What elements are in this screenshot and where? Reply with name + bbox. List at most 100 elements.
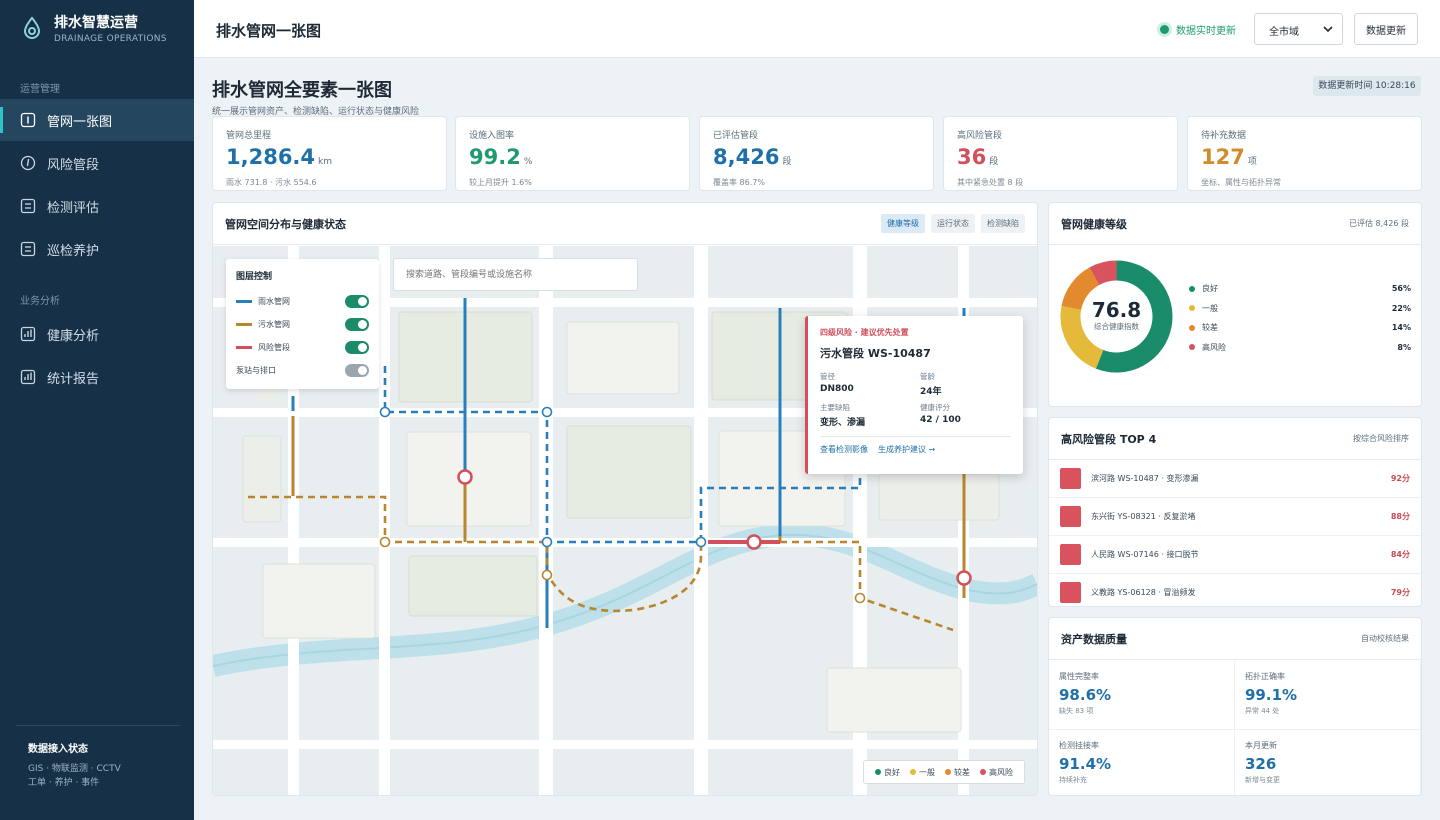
risk-layer-toggle[interactable] — [345, 341, 369, 354]
sidebar-item-label: 检测评估 — [47, 200, 100, 216]
update-time-badge: 数据更新时间 10:28:16 — [1313, 76, 1421, 96]
sidebar-item-label: 健康分析 — [47, 328, 100, 344]
manhole-node — [379, 406, 391, 418]
tab-defects[interactable]: 检测缺陷 — [981, 214, 1025, 233]
header-title: 排水管网一张图 — [216, 22, 322, 40]
health-donut-chart: 76.8 综合健康指数 — [1059, 259, 1174, 374]
list-item[interactable]: 义教路 YS-06128 · 冒溢频发 79分 — [1049, 574, 1421, 606]
layer-label: 风险管段 — [258, 343, 290, 352]
risk-score: 88分 — [1390, 512, 1410, 521]
sidebar-item-label: 统计报告 — [47, 371, 100, 387]
health-score-label: 综合健康指数 — [1094, 322, 1139, 331]
sidebar-item-risk[interactable]: 风险管段 — [0, 142, 194, 184]
city-block — [408, 555, 538, 617]
page-subtitle: 统一展示管网资产、检测缺陷、运行状态与健康风险 — [212, 107, 420, 117]
region-select[interactable]: 全市域 — [1254, 13, 1343, 45]
road — [694, 246, 708, 795]
alert-icon — [20, 155, 36, 171]
health-panel-header: 管网健康等级 已评估 8,426 段 — [1049, 203, 1421, 245]
quality-label: 本月更新 — [1245, 741, 1277, 750]
level-label: 良好 — [1202, 284, 1218, 294]
map-canvas[interactable]: 图层控制 雨水管网 污水管网 风险管段 泵站与排口 — [213, 246, 1037, 795]
sidebar-item-patrol[interactable]: 巡检养护 — [0, 228, 194, 270]
quality-note-text: 持续补充 — [1059, 776, 1087, 784]
view-inspection-images-link[interactable]: 查看检测影像 — [820, 445, 868, 454]
layer-label: 泵站与排口 — [236, 366, 276, 375]
layer-swatch — [236, 323, 252, 326]
sidebar-item-health[interactable]: 健康分析 — [0, 313, 194, 355]
donut-slice-高风险 — [1089, 260, 1117, 286]
risk-marker-icon — [1060, 468, 1081, 489]
health-level-row: 高风险 8% — [1189, 338, 1411, 358]
refresh-button[interactable]: 数据更新 — [1354, 13, 1418, 45]
quality-header: 资产数据质量 自动校核结果 — [1049, 618, 1421, 660]
brand-title: 排水智慧运营 — [54, 15, 138, 31]
legend-label: 良好 — [884, 767, 900, 777]
map-panel: 管网空间分布与健康状态 健康等级 运行状态 检测缺陷 — [212, 202, 1038, 796]
donut-slice-较差 — [1061, 267, 1100, 311]
map-search-input[interactable] — [393, 258, 638, 291]
sewage-layer-toggle[interactable] — [345, 318, 369, 331]
city-block — [566, 425, 692, 519]
data-access-status: 数据接入状态 GIS · 物联监测 · CCTV 工单 · 养护 · 事件 — [16, 725, 180, 790]
kpi-note: 其中紧急处置 8 段 — [957, 178, 1024, 187]
kpi-unit: 项 — [1247, 157, 1257, 167]
list-item[interactable]: 东兴街 YS-08321 · 反复淤堵 88分 — [1049, 498, 1421, 536]
kpi-note: 较上月提升 1.6% — [469, 178, 532, 187]
manhole-node — [541, 406, 553, 418]
kpi-unit: km — [318, 157, 332, 167]
level-percent: 8% — [1397, 342, 1411, 352]
tab-run-status[interactable]: 运行状态 — [931, 214, 975, 233]
risk-marker-icon — [1060, 582, 1081, 603]
kpi-note: 覆盖率 86.7% — [713, 178, 765, 187]
stormwater-layer-toggle[interactable] — [345, 295, 369, 308]
chevron-down-icon — [1323, 26, 1333, 33]
layer-swatch — [236, 300, 252, 303]
risk-marker-icon — [1060, 506, 1081, 527]
list-item[interactable]: 滨河路 WS-10487 · 变形渗漏 92分 — [1049, 460, 1421, 498]
layer-label: 污水管网 — [258, 320, 290, 329]
pump-outfall-layer-toggle[interactable] — [345, 364, 369, 377]
popup-attr: 管龄 24年 — [920, 371, 1010, 397]
popup-actions: 查看检测影像 生成养护建议 → — [820, 436, 1011, 455]
generate-maintenance-link[interactable]: 生成养护建议 → — [878, 445, 936, 454]
sidebar-item-inspection[interactable]: 检测评估 — [0, 185, 194, 227]
quality-cell: 检测挂接率 91.4% 持续补充 — [1049, 730, 1235, 795]
quality-note-text: 新增与变更 — [1245, 776, 1280, 784]
health-panel: 管网健康等级 已评估 8,426 段 76.8 综合健康指数 良好 56% 一般 2… — [1048, 202, 1422, 407]
data-quality-panel: 资产数据质量 自动校核结果 属性完整率 98.6% 缺失 83 项 拓扑正确率 99.… — [1048, 617, 1422, 796]
health-panel-title: 管网健康等级 — [1061, 217, 1127, 231]
sidebar-item-map[interactable]: 管网一张图 — [0, 99, 194, 141]
quality-value: 326 — [1245, 755, 1277, 773]
popup-attr-value: DN800 — [820, 384, 854, 394]
quality-cell: 拓扑正确率 99.1% 异常 44 处 — [1235, 661, 1421, 730]
list-item[interactable]: 人民路 WS-07146 · 接口脱节 84分 — [1049, 536, 1421, 574]
layer-control-panel: 图层控制 雨水管网 污水管网 风险管段 泵站与排口 — [226, 259, 379, 389]
brand[interactable]: 排水智慧运营 DRAINAGE OPERATIONS — [20, 14, 167, 46]
kpi-value: 8,426 — [713, 145, 780, 169]
legend-item: 较差 — [945, 767, 970, 778]
kpi-value-row: 36 段 — [957, 145, 1164, 174]
quality-grid: 属性完整率 98.6% 缺失 83 项 拓扑正确率 99.1% 异常 44 处 检测挂接… — [1049, 661, 1421, 795]
sidebar-item-report[interactable]: 统计报告 — [0, 356, 194, 398]
health-level-list: 良好 56% 一般 22% 较差 14% 高风险 8% — [1189, 279, 1411, 357]
risk-score: 84分 — [1390, 550, 1410, 559]
risk-segment-name: 滨河路 WS-10487 · 变形渗漏 — [1091, 474, 1199, 483]
layer-row-sewage: 污水管网 — [236, 313, 369, 336]
data-access-line: GIS · 物联监测 · CCTV — [28, 764, 121, 774]
live-dot-icon — [1160, 25, 1169, 34]
city-block — [566, 321, 680, 395]
clipboard-icon — [20, 241, 36, 257]
top-header: 排水管网一张图 数据实时更新 全市域 数据更新 — [194, 0, 1440, 58]
kpi-unit: 段 — [989, 157, 999, 167]
risk-top-note: 按综合风险排序 — [1353, 434, 1409, 443]
level-label: 高风险 — [1202, 342, 1226, 352]
kpi-card-assessed: 已评估管段 8,426 段 覆盖率 86.7% — [699, 116, 934, 191]
level-label: 一般 — [1202, 303, 1218, 313]
sidebar-item-label: 巡检养护 — [47, 243, 100, 259]
data-access-title: 数据接入状态 — [28, 744, 88, 755]
tab-health-level[interactable]: 健康等级 — [881, 214, 925, 233]
kpi-value: 127 — [1201, 145, 1245, 169]
popup-attr: 健康评分 42 / 100 — [920, 402, 1010, 428]
road — [213, 298, 1037, 307]
